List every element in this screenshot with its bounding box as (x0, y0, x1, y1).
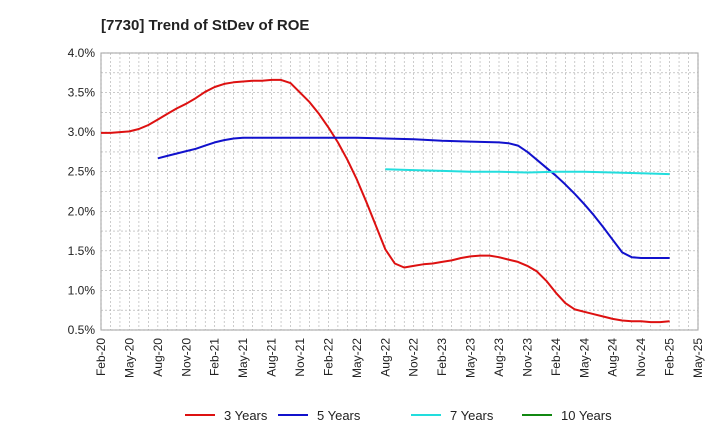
series-lines (101, 78, 670, 324)
x-tick-label: Aug-23 (492, 338, 506, 377)
x-tick-label: Nov-21 (293, 338, 307, 377)
x-tick-label: Nov-20 (179, 338, 193, 377)
x-axis-ticks: Feb-20 May-20 Aug-20 Nov-20 Feb-21 May-21 Aug-… (94, 338, 705, 378)
x-tick-label: Nov-23 (520, 338, 534, 377)
y-tick-label: 2.0% (68, 204, 96, 218)
grid (100, 52, 699, 331)
y-tick-label: 1.5% (68, 244, 96, 258)
series-line-5-years (157, 136, 670, 259)
y-tick-label: 1.0% (68, 283, 96, 297)
x-tick-label: Aug-22 (378, 338, 392, 377)
series-line-7-years (385, 168, 670, 176)
x-tick-label: May-23 (464, 338, 478, 378)
x-tick-label: Aug-21 (265, 338, 279, 377)
chart-title: [7730] Trend of StDev of ROE (101, 17, 309, 34)
legend: 3 Years 5 Years 7 Years 10 Years (185, 408, 612, 423)
x-tick-label: Feb-23 (435, 338, 449, 376)
y-tick-label: 2.5% (68, 165, 96, 179)
x-tick-label: Aug-20 (151, 338, 165, 377)
series-line-3-years (101, 78, 670, 324)
x-tick-label: May-25 (691, 338, 705, 378)
y-tick-label: 4.0% (68, 46, 96, 60)
x-tick-label: Aug-24 (606, 338, 620, 377)
legend-label: 7 Years (450, 408, 494, 423)
y-tick-label: 3.0% (68, 125, 96, 139)
x-tick-label: Feb-25 (663, 338, 677, 376)
legend-label: 3 Years (224, 408, 268, 423)
x-tick-label: May-21 (236, 338, 250, 378)
y-axis-ticks: 0.5% 1.0% 1.5% 2.0% 2.5% 3.0% 3.5% 4.0% (68, 46, 96, 337)
y-tick-label: 3.5% (68, 86, 96, 100)
x-tick-label: Feb-24 (549, 338, 563, 376)
legend-label: 10 Years (561, 408, 612, 423)
x-tick-label: May-22 (350, 338, 364, 378)
legend-label: 5 Years (317, 408, 361, 423)
x-tick-label: May-24 (577, 338, 591, 378)
x-tick-label: Nov-22 (407, 338, 421, 377)
y-tick-label: 0.5% (68, 323, 96, 337)
x-tick-label: Feb-20 (94, 338, 108, 376)
x-tick-label: May-20 (122, 338, 136, 378)
x-tick-label: Nov-24 (634, 338, 648, 377)
x-tick-label: Feb-21 (208, 338, 222, 376)
x-tick-label: Feb-22 (321, 338, 335, 376)
